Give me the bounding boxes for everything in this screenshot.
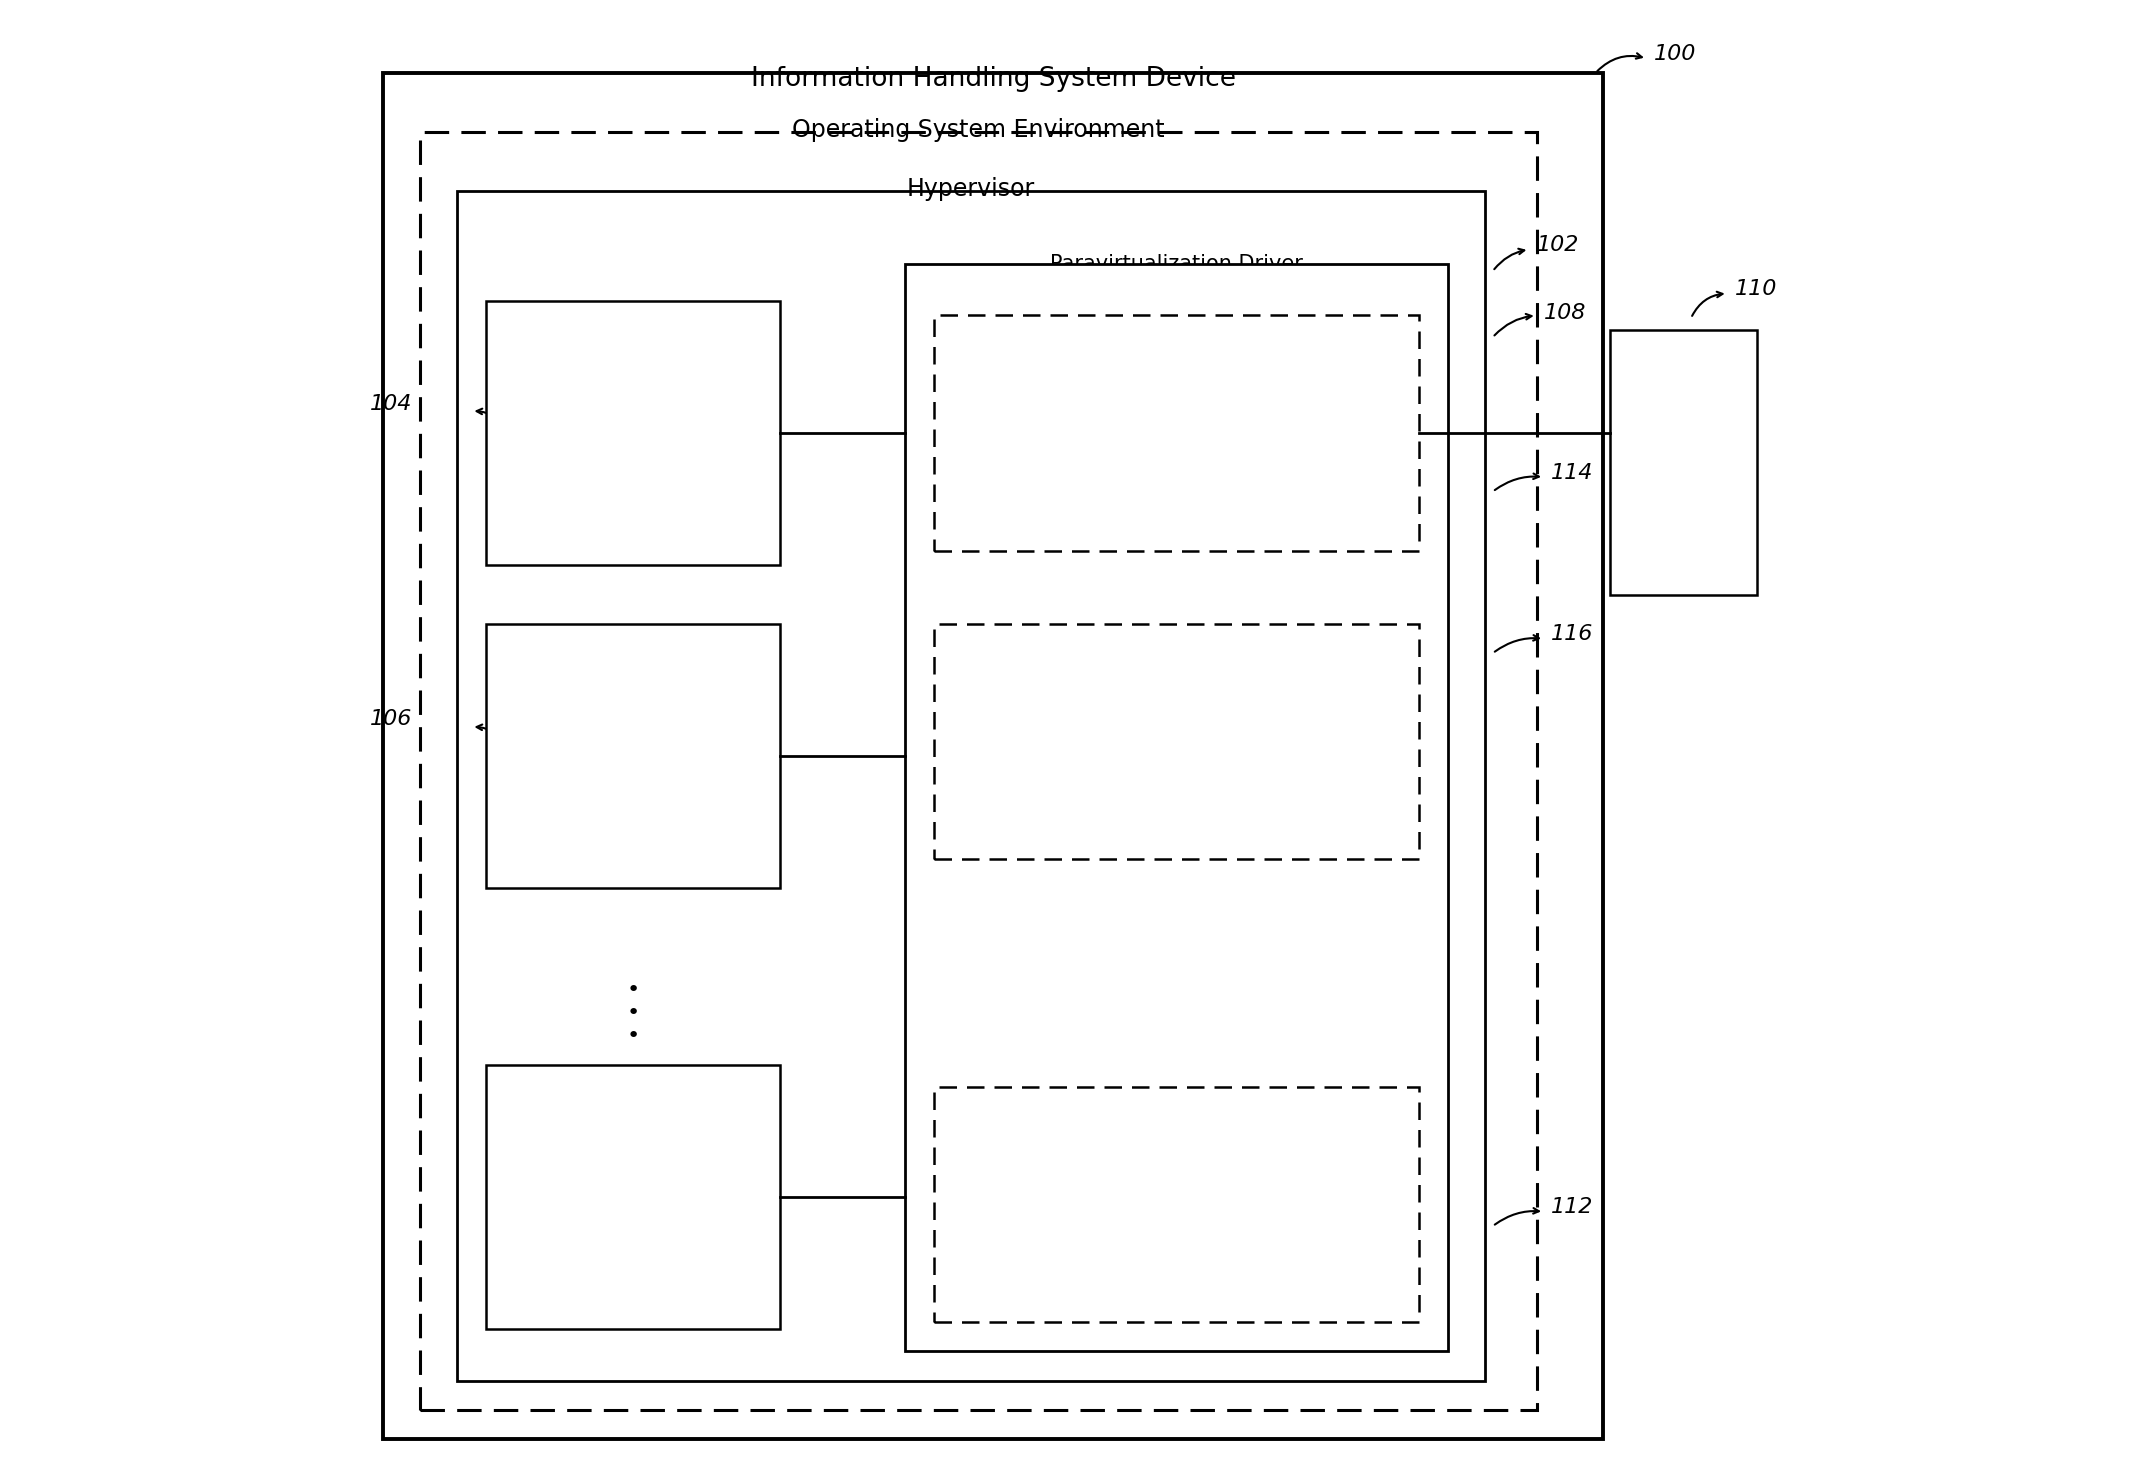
Text: 108: 108 <box>1544 303 1587 322</box>
FancyBboxPatch shape <box>1610 331 1758 595</box>
FancyBboxPatch shape <box>456 191 1485 1381</box>
Text: Guest
Operating
System N: Guest Operating System N <box>589 1161 678 1232</box>
Text: 116: 116 <box>1551 624 1593 644</box>
Text: •
•
•: • • • <box>1171 958 1184 1025</box>
Text: 112: 112 <box>1551 1197 1593 1218</box>
FancyBboxPatch shape <box>384 73 1602 1440</box>
Text: 110: 110 <box>1734 279 1777 300</box>
Text: Paravirtualization Driver: Paravirtualization Driver <box>1049 254 1303 274</box>
Text: Virtual Function 1: Virtual Function 1 <box>1098 424 1256 442</box>
FancyBboxPatch shape <box>486 624 781 888</box>
Text: Operating System Environment: Operating System Environment <box>791 119 1165 142</box>
FancyBboxPatch shape <box>904 264 1448 1351</box>
Text: Device: Device <box>1651 452 1717 472</box>
Text: Guest
Operating
System 1: Guest Operating System 1 <box>589 397 678 469</box>
Text: 102: 102 <box>1536 234 1578 255</box>
FancyBboxPatch shape <box>934 624 1418 859</box>
Text: 100: 100 <box>1655 44 1696 64</box>
Text: Virtual Function 2: Virtual Function 2 <box>1096 733 1256 750</box>
Text: •
•
•: • • • <box>627 980 640 1047</box>
Text: Information Handling System Device: Information Handling System Device <box>751 67 1235 92</box>
FancyBboxPatch shape <box>934 316 1418 550</box>
FancyBboxPatch shape <box>486 1065 781 1329</box>
Text: 104: 104 <box>371 393 414 414</box>
Text: 114: 114 <box>1551 463 1593 482</box>
Text: 106: 106 <box>371 709 414 730</box>
FancyBboxPatch shape <box>934 1087 1418 1321</box>
FancyBboxPatch shape <box>486 301 781 565</box>
Text: Virtual Function N: Virtual Function N <box>1096 1195 1256 1213</box>
Text: Hypervisor: Hypervisor <box>907 176 1035 200</box>
Text: Guest
Operating
System 2: Guest Operating System 2 <box>589 721 678 792</box>
